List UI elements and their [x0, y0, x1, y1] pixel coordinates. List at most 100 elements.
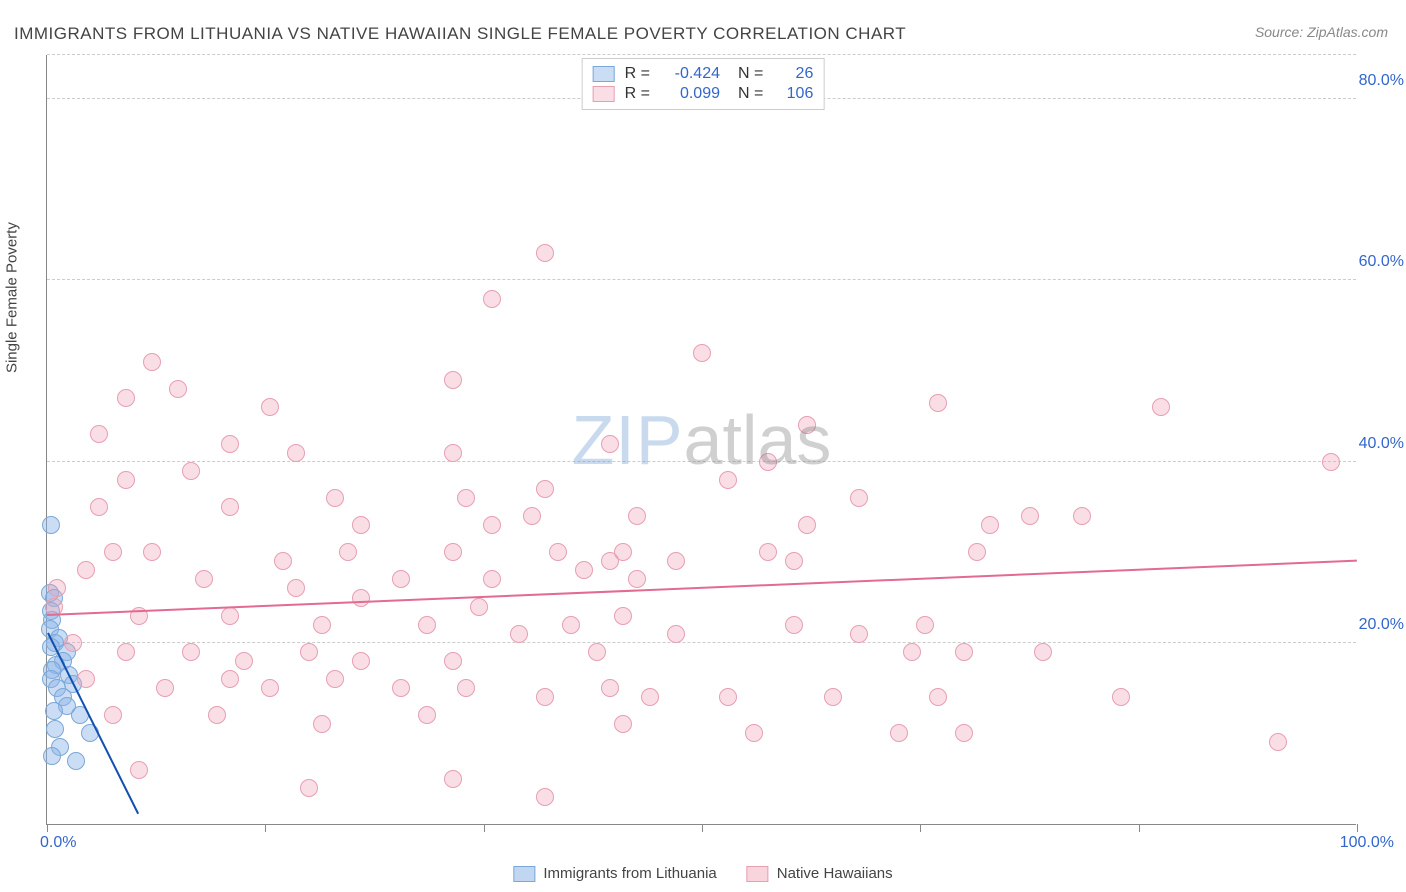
source-attribution: Source: ZipAtlas.com — [1255, 24, 1388, 40]
data-point — [850, 489, 868, 507]
swatch-icon — [513, 866, 535, 882]
data-point — [48, 579, 66, 597]
data-point — [929, 688, 947, 706]
data-point — [67, 752, 85, 770]
x-tick — [702, 824, 703, 832]
plot-area: ZIPatlas 20.0%40.0%60.0%80.0% — [46, 55, 1356, 825]
legend-label-2: Native Hawaiians — [777, 865, 893, 882]
n-label: N = — [738, 65, 763, 83]
x-tick-min: 0.0% — [40, 834, 76, 852]
data-point — [536, 788, 554, 806]
data-point — [628, 507, 646, 525]
y-tick-label: 60.0% — [1359, 253, 1404, 271]
y-tick-label: 40.0% — [1359, 435, 1404, 453]
data-point — [444, 444, 462, 462]
data-point — [549, 543, 567, 561]
correlation-row-2: R = 0.099 N = 106 — [593, 85, 814, 103]
x-tick — [484, 824, 485, 832]
data-point — [221, 435, 239, 453]
data-point — [483, 290, 501, 308]
data-point — [392, 570, 410, 588]
data-point — [719, 688, 737, 706]
data-point — [195, 570, 213, 588]
data-point — [536, 688, 554, 706]
data-point — [641, 688, 659, 706]
data-point — [444, 770, 462, 788]
data-point — [64, 634, 82, 652]
data-point — [523, 507, 541, 525]
data-point — [929, 394, 947, 412]
data-point — [1322, 453, 1340, 471]
data-point — [77, 561, 95, 579]
gridline — [47, 279, 1356, 280]
correlation-legend: R = -0.424 N = 26 R = 0.099 N = 106 — [582, 58, 825, 110]
gridline — [47, 54, 1356, 55]
y-axis-label: Single Female Poverty — [4, 222, 21, 373]
data-point — [785, 616, 803, 634]
data-point — [693, 344, 711, 362]
data-point — [903, 643, 921, 661]
x-tick-max: 100.0% — [1340, 834, 1394, 852]
data-point — [104, 706, 122, 724]
data-point — [628, 570, 646, 588]
data-point — [261, 398, 279, 416]
data-point — [798, 516, 816, 534]
data-point — [667, 625, 685, 643]
legend-item-2: Native Hawaiians — [747, 865, 893, 882]
data-point — [352, 652, 370, 670]
data-point — [955, 643, 973, 661]
trend-line — [47, 559, 1357, 615]
data-point — [601, 435, 619, 453]
data-point — [510, 625, 528, 643]
data-point — [313, 616, 331, 634]
data-point — [614, 543, 632, 561]
data-point — [562, 616, 580, 634]
data-point — [77, 670, 95, 688]
data-point — [143, 543, 161, 561]
gridline — [47, 642, 1356, 643]
data-point — [614, 607, 632, 625]
data-point — [1021, 507, 1039, 525]
data-point — [759, 543, 777, 561]
data-point — [916, 616, 934, 634]
x-tick — [1139, 824, 1140, 832]
data-point — [890, 724, 908, 742]
data-point — [785, 552, 803, 570]
gridline — [47, 461, 1356, 462]
data-point — [235, 652, 253, 670]
data-point — [536, 244, 554, 262]
data-point — [117, 643, 135, 661]
data-point — [46, 720, 64, 738]
data-point — [261, 679, 279, 697]
data-point — [287, 444, 305, 462]
data-point — [326, 489, 344, 507]
data-point — [444, 371, 462, 389]
data-point — [352, 516, 370, 534]
data-point — [824, 688, 842, 706]
data-point — [130, 761, 148, 779]
data-point — [1269, 733, 1287, 751]
x-tick — [47, 824, 48, 832]
data-point — [339, 543, 357, 561]
data-point — [1073, 507, 1091, 525]
data-point — [90, 425, 108, 443]
data-point — [536, 480, 554, 498]
watermark-atlas: atlas — [684, 401, 832, 479]
data-point — [352, 589, 370, 607]
data-point — [300, 779, 318, 797]
data-point — [42, 516, 60, 534]
swatch-icon — [593, 86, 615, 102]
data-point — [221, 498, 239, 516]
data-point — [1034, 643, 1052, 661]
r-value-1: -0.424 — [660, 65, 720, 83]
data-point — [117, 471, 135, 489]
data-point — [850, 625, 868, 643]
data-point — [221, 607, 239, 625]
data-point — [667, 552, 685, 570]
data-point — [45, 702, 63, 720]
data-point — [968, 543, 986, 561]
data-point — [208, 706, 226, 724]
data-point — [300, 643, 318, 661]
data-point — [1152, 398, 1170, 416]
correlation-row-1: R = -0.424 N = 26 — [593, 65, 814, 83]
